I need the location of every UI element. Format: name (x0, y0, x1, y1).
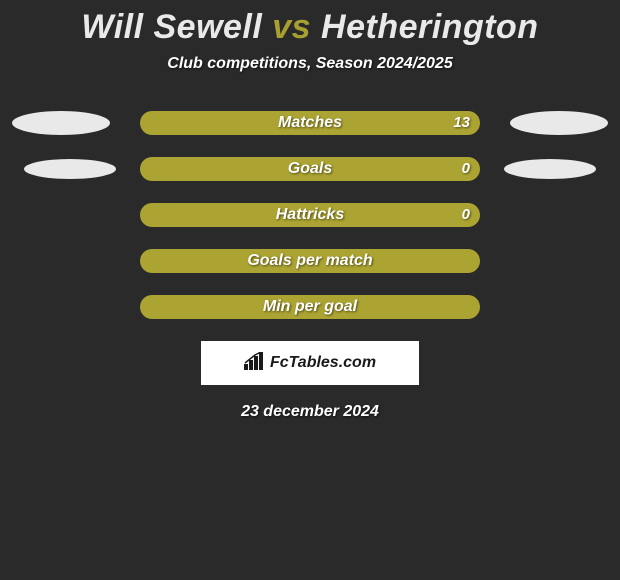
stat-bar (140, 249, 480, 273)
stat-bar (140, 295, 480, 319)
stat-row: Goals0 (0, 157, 620, 181)
stat-row: Matches13 (0, 111, 620, 135)
stat-value: 0 (462, 157, 470, 181)
page-title: Will Sewell vs Hetherington (0, 0, 620, 47)
date-label: 23 december 2024 (0, 403, 620, 421)
stat-row: Min per goal (0, 295, 620, 319)
title-p2: Hetherington (311, 8, 538, 46)
title-vs: vs (272, 8, 311, 46)
title-p1: Will Sewell (81, 8, 272, 46)
stat-value: 13 (453, 111, 470, 135)
barchart-icon (244, 352, 266, 375)
left-ellipse (24, 159, 116, 179)
right-ellipse (510, 111, 608, 135)
logo-text: FcTables.com (270, 354, 376, 372)
stat-row: Hattricks0 (0, 203, 620, 227)
stat-row: Goals per match (0, 249, 620, 273)
left-ellipse (12, 111, 110, 135)
logo-box[interactable]: FcTables.com (201, 341, 419, 385)
subtitle: Club competitions, Season 2024/2025 (0, 55, 620, 73)
right-ellipse (504, 159, 596, 179)
stat-bar (140, 157, 480, 181)
stat-value: 0 (462, 203, 470, 227)
stat-bar (140, 111, 480, 135)
stat-bars: Matches13 Goals0 Hattricks0 Goals per match… (0, 111, 620, 319)
stat-bar (140, 203, 480, 227)
